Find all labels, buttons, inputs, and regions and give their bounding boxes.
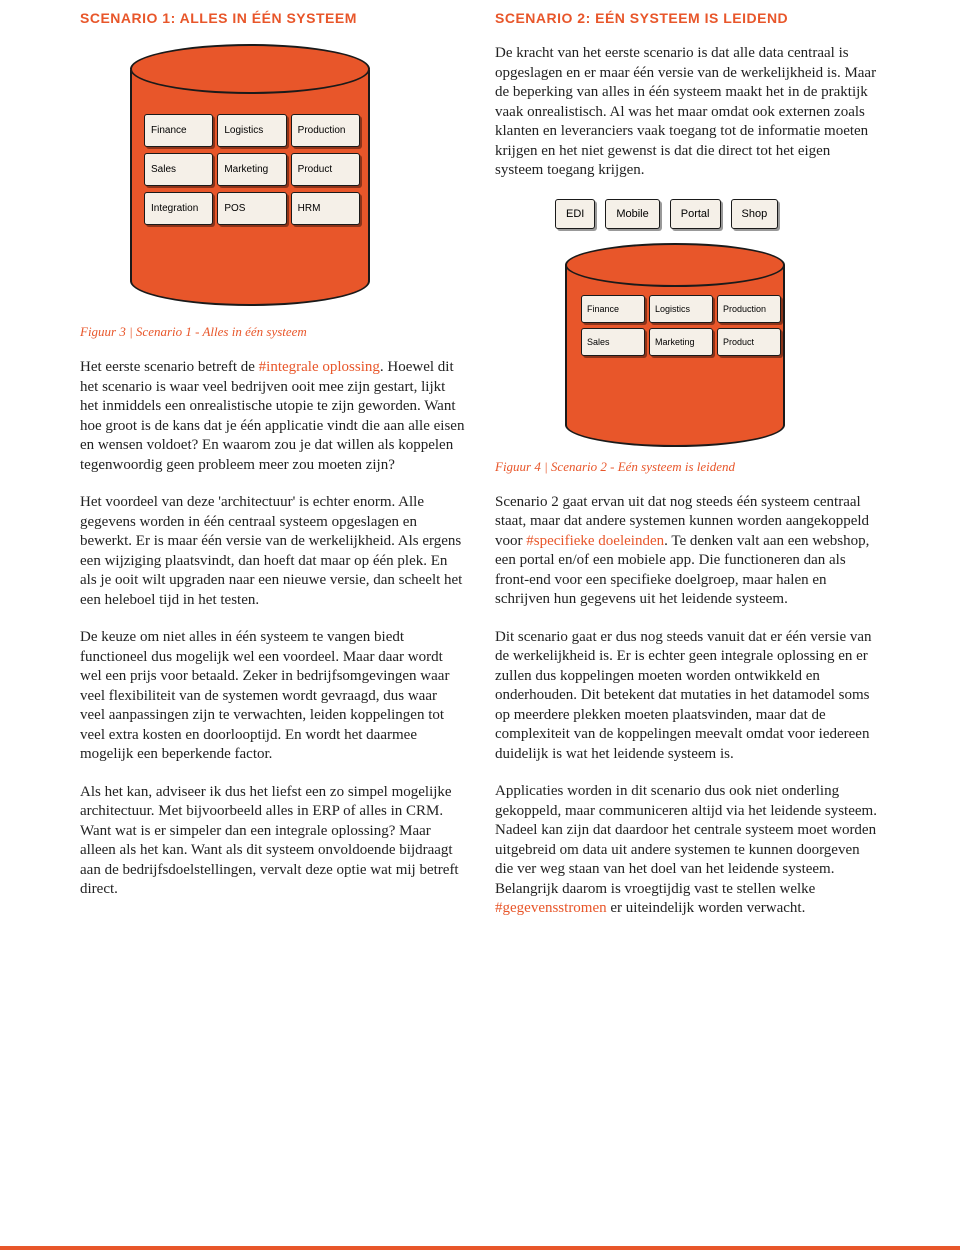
module-marketing: Marketing — [217, 153, 286, 186]
module-hrm: HRM — [291, 192, 360, 225]
text-segment: er uiteindelijk worden verwacht. — [607, 900, 806, 916]
cylinder-top — [565, 243, 785, 287]
module-logistics: Logistics — [217, 114, 286, 147]
module-grid: Finance Logistics Production Sales Marke… — [581, 295, 781, 356]
text-segment: Het eerste scenario betreft de — [80, 359, 259, 375]
scenario-2-heading: SCENARIO 2: EÉN SYSTEEM IS LEIDEND — [495, 10, 880, 26]
scenario-1-heading: SCENARIO 1: ALLES IN ÉÉN SYSTEEM — [80, 10, 465, 26]
figure-4-diagram: EDI Mobile Portal Shop Finance Logistics… — [555, 199, 815, 449]
module-product: Product — [291, 153, 360, 186]
module-marketing: Marketing — [649, 328, 713, 356]
module-production: Production — [717, 295, 781, 323]
right-para-1: De kracht van het eerste scenario is dat… — [495, 44, 880, 181]
right-para-4: Applicaties worden in dit scenario dus o… — [495, 782, 880, 919]
right-para-3: Dit scenario gaat er dus nog steeds vanu… — [495, 628, 880, 765]
text-segment: . Hoewel dit het scenario is waar veel b… — [80, 359, 464, 473]
ext-box-portal: Portal — [670, 199, 721, 229]
figure-4-caption: Figuur 4 | Scenario 2 - Eén systeem is l… — [495, 459, 880, 475]
external-boxes-row: EDI Mobile Portal Shop — [555, 199, 778, 229]
left-para-4: Als het kan, adviseer ik dus het liefst … — [80, 783, 465, 900]
right-column: SCENARIO 2: EÉN SYSTEEM IS LEIDEND De kr… — [495, 10, 880, 937]
figure-3-caption: Figuur 3 | Scenario 1 - Alles in één sys… — [80, 324, 465, 340]
left-para-3: De keuze om niet alles in één systeem te… — [80, 628, 465, 765]
module-logistics: Logistics — [649, 295, 713, 323]
module-product: Product — [717, 328, 781, 356]
left-column: SCENARIO 1: ALLES IN ÉÉN SYSTEEM Finance… — [80, 10, 465, 937]
right-para-2: Scenario 2 gaat ervan uit dat nog steeds… — [495, 493, 880, 610]
module-finance: Finance — [144, 114, 213, 147]
cylinder-top — [130, 44, 370, 94]
module-sales: Sales — [581, 328, 645, 356]
highlight-integrale: #integrale oplossing — [259, 359, 380, 375]
page-content: SCENARIO 1: ALLES IN ÉÉN SYSTEEM Finance… — [0, 0, 960, 937]
module-integration: Integration — [144, 192, 213, 225]
footer-bar — [0, 1246, 960, 1250]
highlight-specifieke: #specifieke doeleinden — [526, 533, 664, 549]
module-production: Production — [291, 114, 360, 147]
left-para-1: Het eerste scenario betreft de #integral… — [80, 358, 465, 475]
highlight-gegevensstromen: #gegevensstromen — [495, 900, 607, 916]
ext-box-mobile: Mobile — [605, 199, 659, 229]
text-segment: Applicaties worden in dit scenario dus o… — [495, 783, 877, 897]
module-finance: Finance — [581, 295, 645, 323]
figure-3-diagram: Finance Logistics Production Sales Marke… — [130, 44, 390, 314]
ext-box-shop: Shop — [731, 199, 779, 229]
ext-box-edi: EDI — [555, 199, 595, 229]
module-pos: POS — [217, 192, 286, 225]
module-grid: Finance Logistics Production Sales Marke… — [144, 114, 360, 225]
module-sales: Sales — [144, 153, 213, 186]
left-para-2: Het voordeel van deze 'architectuur' is … — [80, 493, 465, 610]
